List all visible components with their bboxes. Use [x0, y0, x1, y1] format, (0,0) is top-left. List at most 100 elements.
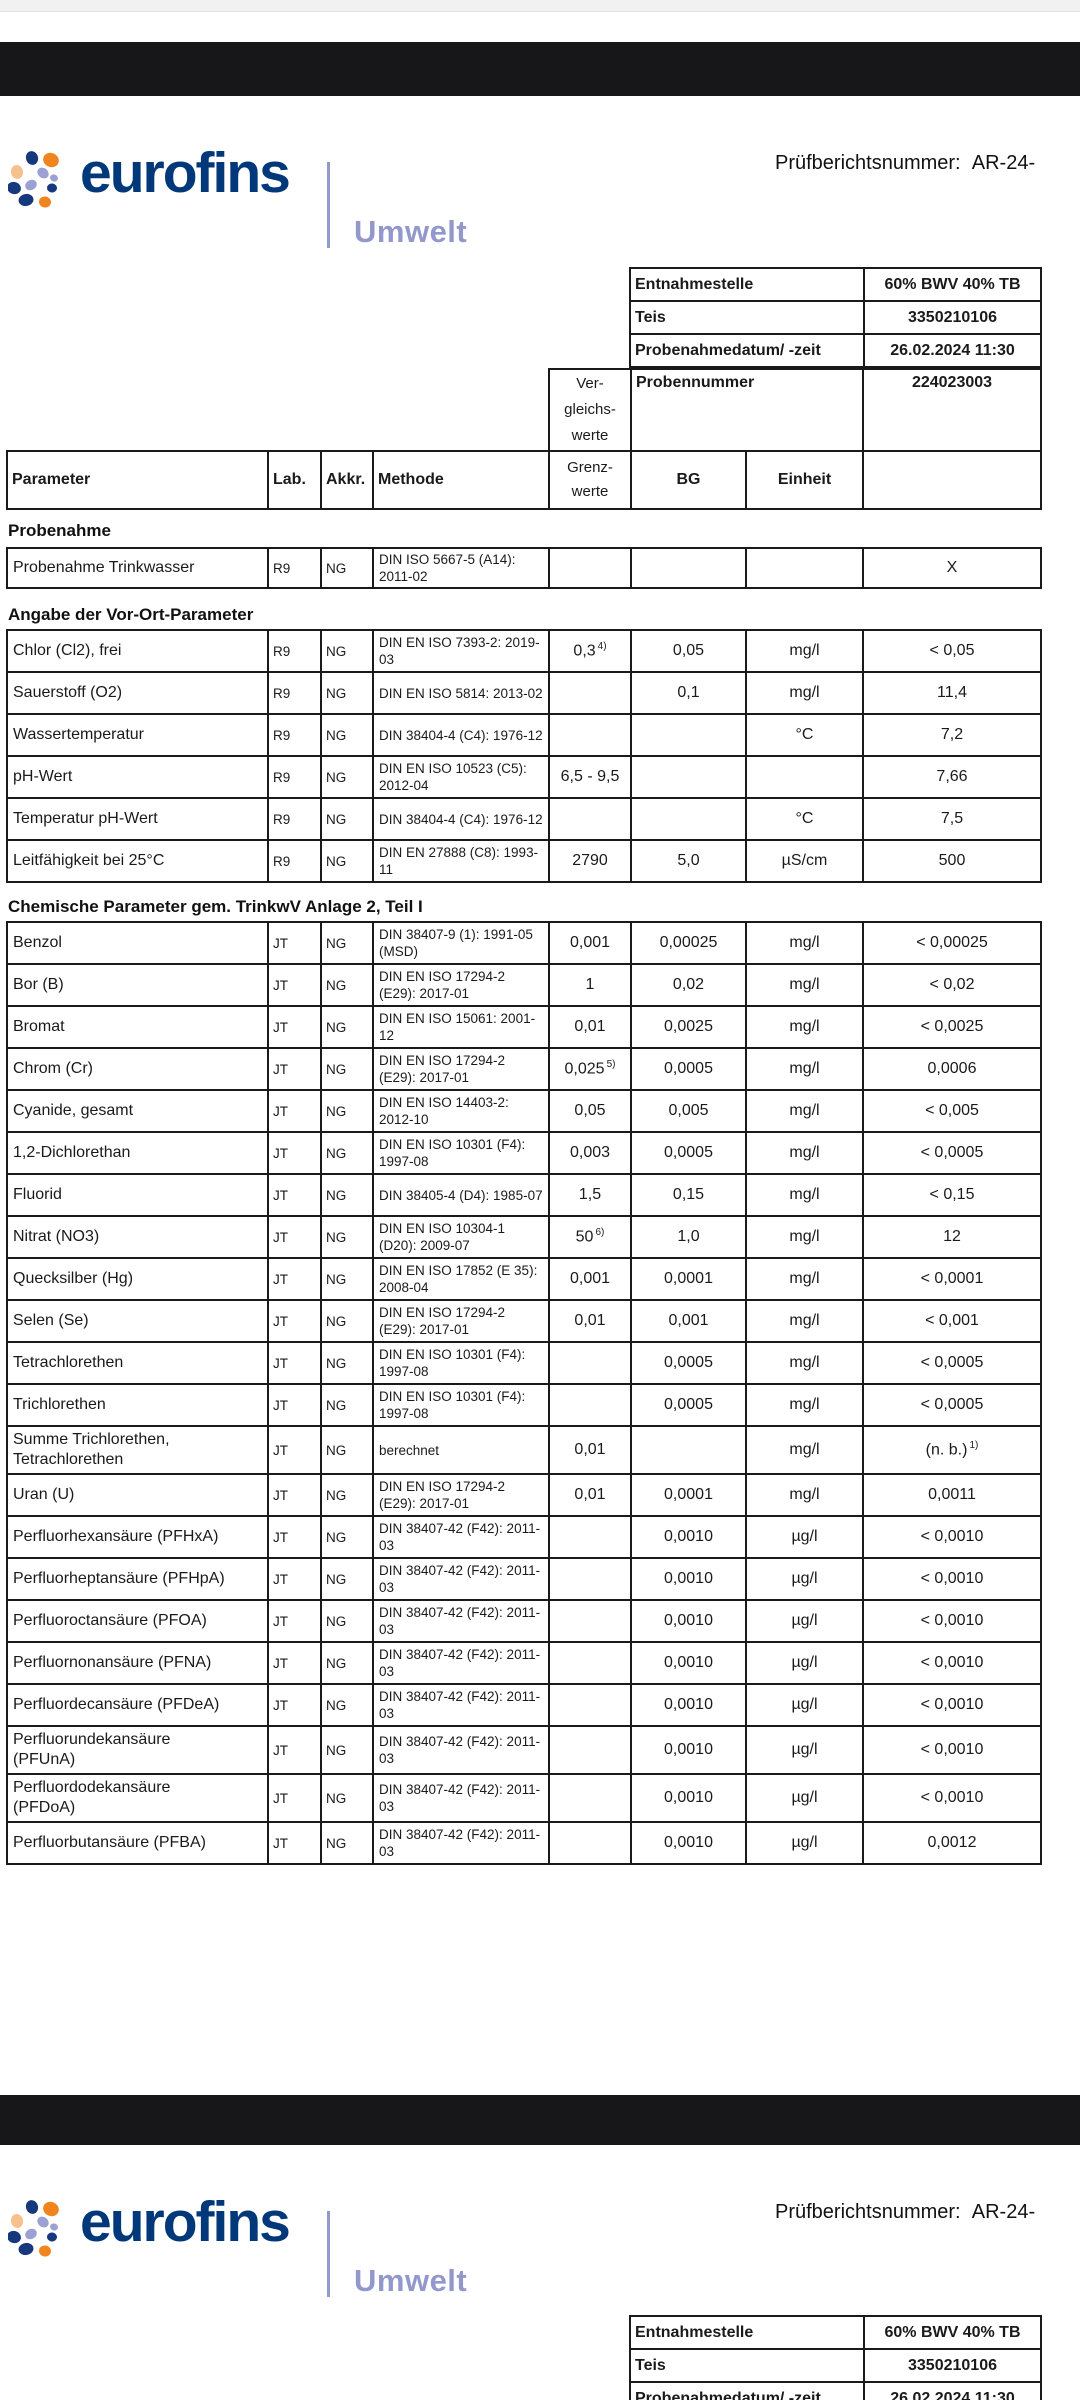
cell-akkr: NG [320, 547, 374, 589]
column-header-methode: Methode [372, 450, 550, 510]
cell-parameter: Chrom (Cr) [6, 1047, 269, 1091]
cell-messwert: 0,0006 [862, 1047, 1042, 1091]
cell-messwert: (n. b.) 1) [862, 1425, 1042, 1475]
cell-akkr: NG [320, 1515, 374, 1559]
cell-grenzwert: 6,5 - 9,5 [548, 755, 632, 799]
cell-methode: DIN EN ISO 17294-2 (E29): 2017-01 [372, 963, 550, 1007]
pdf-page-1: eurofins Umwelt Prüfberichtsnummer: AR-2… [0, 96, 1080, 2095]
column-header-bg: BG [630, 450, 747, 510]
report-number-line: Prüfberichtsnummer: AR-24- [775, 152, 1035, 175]
sample-info-table: Entnahmestelle 60% BWV 40% TB Teis 33502… [629, 2315, 1042, 2400]
cell-akkr: NG [320, 1473, 374, 1517]
cell-einheit: mg/l [745, 1299, 864, 1343]
cell-parameter: Bromat [6, 1005, 269, 1049]
cell-parameter: pH-Wert [6, 755, 269, 799]
table-row: Leitfähigkeit bei 25°C R9 NG DIN EN 27888 (… [6, 839, 1042, 883]
report-number-label: Prüfberichtsnummer: [775, 2201, 961, 2223]
cell-messwert: < 0,0010 [862, 1683, 1042, 1727]
info-value: 60% BWV 40% TB [863, 267, 1042, 302]
table-row: Teis 3350210106 [629, 2348, 1042, 2383]
cell-grenzwert: 0,025 5) [548, 1047, 632, 1091]
cell-parameter: Uran (U) [6, 1473, 269, 1517]
cell-einheit: µg/l [745, 1557, 864, 1601]
table-row: Entnahmestelle 60% BWV 40% TB [629, 2315, 1042, 2350]
table-row: Uran (U) JT NG DIN EN ISO 17294-2 (E29): 20… [6, 1473, 1042, 1517]
footnote-marker: 4) [597, 641, 607, 653]
cell-parameter: Perfluornonansäure (PFNA) [6, 1641, 269, 1685]
results-table: Probenahme Trinkwasser R9 NG DIN ISO 5667-5… [6, 547, 1042, 589]
cell-einheit: mg/l [745, 921, 864, 965]
probennummer-value: 224023003 [862, 368, 1042, 452]
info-value: 60% BWV 40% TB [863, 2315, 1042, 2350]
cell-messwert: 11,4 [862, 671, 1042, 715]
table-row: Perfluorundekansäure (PFUnA) JT NG DIN 3840… [6, 1725, 1042, 1775]
report-number-line: Prüfberichtsnummer: AR-24- [775, 2201, 1035, 2224]
header-spacer [7, 369, 549, 451]
cell-einheit: °C [745, 713, 864, 757]
cell-bg: 0,0001 [630, 1257, 747, 1301]
cell-einheit: mg/l [745, 1131, 864, 1175]
report-number-value: AR-24- [971, 152, 1036, 174]
cell-methode: DIN 38407-42 (F42): 2011-03 [372, 1821, 550, 1865]
cell-lab: JT [267, 1383, 322, 1427]
table-row: Probenahmedatum/ -zeit 26.02.2024 11:30 [629, 2381, 1042, 2400]
cell-methode: DIN EN ISO 15061: 2001-12 [372, 1005, 550, 1049]
cell-grenzwert: 0,01 [548, 1473, 632, 1517]
cell-grenzwert [548, 1515, 632, 1559]
column-header-lab: Lab. [267, 450, 322, 510]
cell-methode: DIN EN ISO 17852 (E 35): 2008-04 [372, 1257, 550, 1301]
cell-akkr: NG [320, 1257, 374, 1301]
cell-akkr: NG [320, 713, 374, 757]
table-row: Selen (Se) JT NG DIN EN ISO 17294-2 (E29): … [6, 1299, 1042, 1343]
cell-parameter: Quecksilber (Hg) [6, 1257, 269, 1301]
cell-methode: DIN 38404-4 (C4): 1976-12 [372, 797, 550, 841]
info-value: 26.02.2024 11:30 [863, 333, 1042, 368]
cell-parameter: Perfluorheptansäure (PFHpA) [6, 1557, 269, 1601]
cell-messwert: < 0,0010 [862, 1641, 1042, 1685]
cell-methode: DIN EN ISO 10301 (F4): 1997-08 [372, 1131, 550, 1175]
cell-lab: JT [267, 1089, 322, 1133]
column-header-grenzwerte: Grenz- werte [548, 450, 632, 510]
cell-einheit: µg/l [745, 1773, 864, 1823]
table-row: Perfluorhexansäure (PFHxA) JT NG DIN 38407-… [6, 1515, 1042, 1559]
cell-lab: JT [267, 1641, 322, 1685]
cell-grenzwert: 1,5 [548, 1173, 632, 1217]
table-row: 1,2-Dichlorethan JT NG DIN EN ISO 10301 (F4… [6, 1131, 1042, 1175]
cell-bg: 0,005 [630, 1089, 747, 1133]
cell-grenzwert [548, 1773, 632, 1823]
cell-lab: JT [267, 1821, 322, 1865]
cell-bg: 0,0010 [630, 1599, 747, 1643]
cell-bg: 0,0005 [630, 1383, 747, 1427]
cell-parameter: Perfluorbutansäure (PFBA) [6, 1821, 269, 1865]
cell-parameter: Tetrachlorethen [6, 1341, 269, 1385]
cell-akkr: NG [320, 1773, 374, 1823]
cell-akkr: NG [320, 1047, 374, 1091]
cell-lab: R9 [267, 839, 322, 883]
footnote-marker: 5) [606, 1059, 616, 1071]
results-table-area: Ver- gleichs- werte Probennummer 2240230… [6, 368, 1046, 1865]
cell-methode: DIN EN ISO 17294-2 (E29): 2017-01 [372, 1473, 550, 1517]
table-row: Quecksilber (Hg) JT NG DIN EN ISO 17852 (E … [6, 1257, 1042, 1301]
table-row: Entnahmestelle 60% BWV 40% TB [629, 267, 1042, 302]
cell-methode: DIN EN ISO 17294-2 (E29): 2017-01 [372, 1299, 550, 1343]
cell-lab: JT [267, 1773, 322, 1823]
cell-einheit: mg/l [745, 671, 864, 715]
cell-lab: JT [267, 1173, 322, 1217]
cell-einheit: mg/l [745, 1425, 864, 1475]
cell-akkr: NG [320, 797, 374, 841]
cell-bg: 0,0005 [630, 1341, 747, 1385]
info-value: 3350210106 [863, 2348, 1042, 2383]
section-title: Chemische Parameter gem. TrinkwV Anlage … [8, 897, 423, 916]
table-row: Trichlorethen JT NG DIN EN ISO 10301 (F4): … [6, 1383, 1042, 1427]
table-row: Probenahmedatum/ -zeit 26.02.2024 11:30 [629, 333, 1042, 368]
cell-messwert: < 0,0025 [862, 1005, 1042, 1049]
info-label: Probenahmedatum/ -zeit [629, 333, 865, 368]
cell-lab: R9 [267, 797, 322, 841]
cell-bg: 0,1 [630, 671, 747, 715]
cell-messwert: < 0,05 [862, 629, 1042, 673]
page-separator-bar [0, 42, 1080, 96]
table-row: Temperatur pH-Wert R9 NG DIN 38404-4 (C4): … [6, 797, 1042, 841]
cell-einheit: mg/l [745, 629, 864, 673]
cell-methode: berechnet [372, 1425, 550, 1475]
